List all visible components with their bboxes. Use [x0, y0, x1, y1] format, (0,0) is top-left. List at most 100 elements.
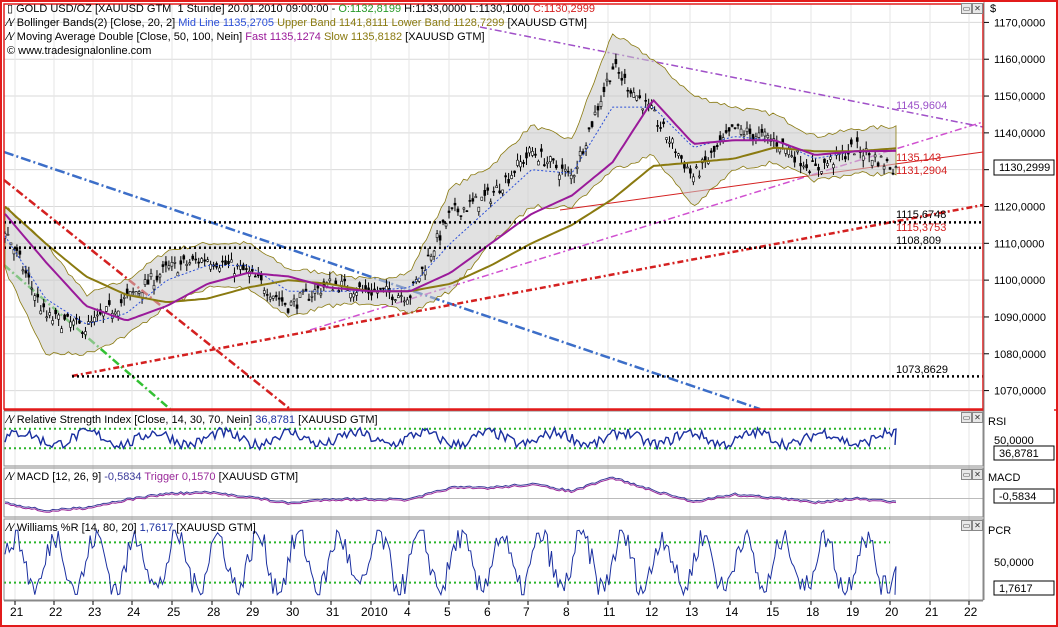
rsi-value-label: 36,8781 [999, 448, 1039, 460]
rsi-axis-label: RSI [988, 416, 1006, 428]
candle-body [57, 314, 60, 320]
minimize-macd-button[interactable]: ▭ [961, 469, 972, 480]
pcr-tick-label: 50,0000 [994, 557, 1034, 569]
candle-body [456, 208, 460, 213]
candle-body [122, 296, 126, 299]
pcr-value-box [993, 580, 1055, 596]
minimize-williams-button[interactable]: ▭ [961, 520, 972, 531]
open-value: O:1132,8199 [338, 3, 402, 15]
close-williams-button[interactable]: ✕ [972, 520, 983, 531]
candle-body [623, 73, 627, 78]
mid-line [4, 106, 897, 325]
candle-body [584, 145, 588, 150]
moving-average-header[interactable]: ∕\∕ Moving Average Double [Close, 50, 10… [7, 31, 485, 44]
time-tick-label: 8 [563, 605, 570, 619]
close-macd-button[interactable]: ✕ [972, 469, 983, 480]
macd-header[interactable]: ∕\∕ MACD [12, 26, 9] -0,5834 Trigger 0,1… [7, 471, 298, 484]
candle-body [280, 297, 284, 302]
candle-body [614, 59, 618, 65]
indicator-panels [4, 425, 983, 597]
candle-body [531, 151, 534, 156]
candle-body [394, 299, 397, 301]
time-tick-label: 5 [444, 605, 451, 619]
candle-body [429, 256, 433, 261]
candle-body [167, 265, 171, 269]
indicator-icon: ∕\∕ [7, 31, 17, 43]
candle-body [876, 162, 880, 167]
candle-body [882, 166, 886, 170]
candle-body [206, 259, 209, 262]
candle-body [274, 295, 278, 298]
rsi-suffix: [XAUUSD GTM] [295, 414, 378, 426]
candle-body [891, 172, 895, 175]
candle-body [656, 125, 659, 127]
annotation-1115-67: 1115,6748 [896, 209, 946, 221]
candle-body [525, 152, 528, 159]
candle-body [33, 295, 37, 301]
bollinger-header[interactable]: ∕\∕ Bollinger Bands(2) [Close, 20, 2] Mi… [7, 17, 587, 30]
williams-header[interactable]: ∕\∕ Williams %R [14, 80, 20] 1,7617 [XAU… [7, 522, 256, 535]
candle-body [45, 316, 49, 319]
candle-body [36, 294, 40, 298]
candle-body [605, 78, 609, 82]
candle-body [680, 155, 683, 159]
candle-body [563, 168, 567, 172]
candle-body [203, 259, 206, 262]
close-rsi-button[interactable]: ✕ [972, 412, 983, 423]
time-tick-label: 12 [645, 605, 659, 619]
candle-body [641, 108, 645, 111]
candle-body [757, 132, 761, 138]
high-low-values: H:1133,0000 L:1130,1000 [401, 3, 533, 15]
minimize-rsi-button[interactable]: ▭ [961, 412, 972, 423]
williams-label: Williams %R [14, 80, 20] [16, 522, 140, 534]
time-tick-label: 7 [523, 605, 530, 619]
candle-body [879, 155, 883, 158]
annotation-1073: 1073,8629 [896, 364, 948, 376]
candle-body [736, 124, 740, 126]
candle-body [811, 160, 814, 162]
time-tick-label: 22 [964, 605, 978, 619]
candle-body [173, 261, 177, 264]
candle-body [572, 175, 576, 178]
candle-body [164, 261, 168, 266]
price-tick-label: 1080,0000 [994, 349, 1046, 361]
candle-body [632, 92, 636, 98]
candle-body [137, 291, 141, 294]
candle-body [873, 154, 877, 158]
candle-body [391, 296, 394, 301]
price-tick-label: 1090,0000 [994, 312, 1046, 324]
candle-body [441, 219, 445, 223]
candle-body [888, 167, 892, 170]
close-panel-button[interactable]: ✕ [972, 3, 983, 14]
williams-suffix: [XAUUSD GTM] [173, 522, 256, 534]
candle-body [84, 331, 87, 335]
candle-body [334, 280, 338, 285]
annotation-1135: 1135,143 [896, 152, 941, 164]
candle-body [462, 207, 466, 210]
candle-body [826, 163, 829, 166]
candle-body [349, 293, 352, 299]
candle-body [42, 303, 46, 308]
candle-body [805, 164, 808, 169]
candle-body [453, 202, 457, 206]
time-tick-label: 15 [766, 605, 780, 619]
copyright: © www.tradesignalonline.com [7, 45, 152, 57]
candle-body [379, 287, 382, 290]
candle-body [251, 268, 254, 272]
candle-body [405, 299, 409, 305]
rsi-header[interactable]: ∕\∕ Relative Strength Index [Close, 14, … [7, 414, 378, 427]
candles [3, 53, 898, 340]
candle-body [450, 207, 454, 209]
candle-body [218, 267, 221, 272]
candle-body [549, 156, 552, 163]
candle-body [420, 266, 424, 269]
candle-body [492, 190, 496, 193]
candle-body [435, 233, 439, 238]
candle-body [695, 166, 698, 169]
candle-body [501, 189, 504, 194]
minimize-panel-button[interactable]: ▭ [961, 3, 972, 14]
candle-body [566, 170, 570, 173]
candle-body [635, 95, 639, 101]
candle-body [209, 263, 212, 270]
